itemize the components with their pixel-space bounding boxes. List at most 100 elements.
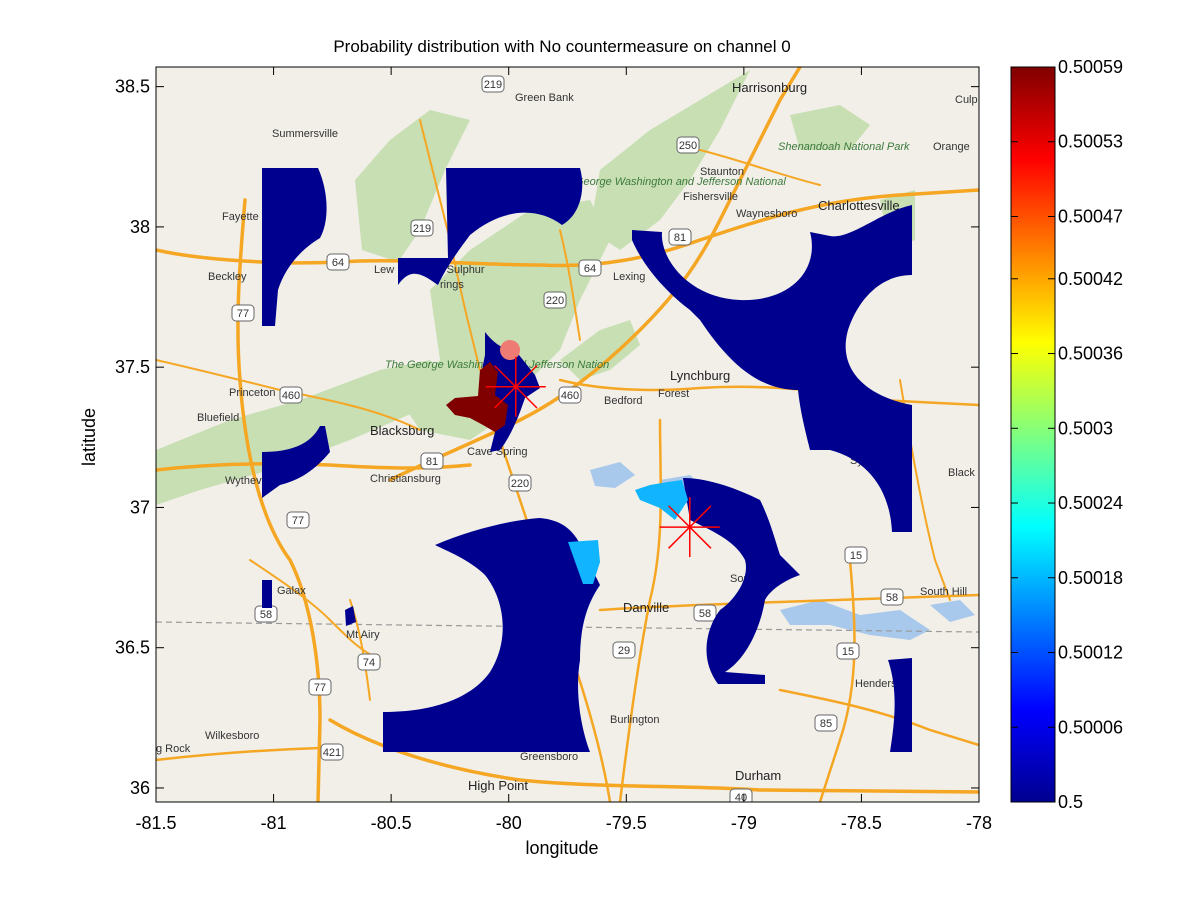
route-shield-label: 64: [332, 257, 344, 269]
chart-title: Probability distribution with No counter…: [333, 37, 790, 56]
map-city-label: Forest: [658, 388, 689, 400]
map-city-label: Wilkesboro: [205, 730, 259, 742]
region-south-central-block: [383, 518, 600, 752]
map-city-label: Harrisonburg: [732, 80, 807, 95]
asterisk-marker-stroke: [494, 365, 538, 409]
colorbar-ticks: 0.5 0.50006 0.50012 0.50018 0.50024 0.5003 0.5…: [1011, 57, 1123, 812]
route-shield-label: 81: [674, 232, 686, 244]
route-shield: 85: [814, 714, 838, 732]
map-city-label: Beckley: [208, 271, 247, 283]
colorbar-tick-label: 0.5: [1058, 792, 1083, 812]
route-shield: 58: [693, 604, 717, 622]
colorbar-tick-label: 0.50018: [1058, 568, 1123, 588]
asterisk-marker: [485, 356, 546, 417]
colorbar-tick-label: 0.50024: [1058, 493, 1123, 513]
colorbar-tick-label: 0.50042: [1058, 269, 1123, 289]
route-shield-bg: [693, 604, 717, 622]
colorbar: 0.5 0.50006 0.50012 0.50018 0.50024 0.5003 0.5…: [1010, 57, 1123, 812]
route-shield-bg: [668, 228, 692, 246]
x-tick-label: -80.5: [371, 813, 412, 833]
map-city-label: Summersville: [272, 128, 338, 140]
map-park-label: Shenandoah National Park: [778, 141, 910, 153]
colorbar-tick-label: 0.50047: [1058, 206, 1123, 226]
route-shield: 460: [558, 386, 582, 404]
route-shield-label: 77: [314, 682, 326, 694]
route-shield-label: 220: [546, 295, 564, 307]
route-shield: 220: [508, 474, 532, 492]
map-city-label: South Hill: [920, 586, 967, 598]
map-city-label: Fishersville: [683, 191, 738, 203]
map-city-label: rings: [440, 279, 464, 291]
colorbar-tick-label: 0.50006: [1058, 717, 1123, 737]
route-shield: 74: [357, 653, 381, 671]
route-shield-label: 460: [282, 390, 300, 402]
x-tick-label: -79: [731, 813, 757, 833]
route-shield: 64: [578, 259, 602, 277]
route-shield-label: 74: [363, 657, 375, 669]
route-shield: 81: [420, 452, 444, 470]
route-shield: 220: [543, 291, 567, 309]
probability-regions: [262, 168, 912, 752]
route-shield-label: 85: [820, 718, 832, 730]
route-shield-bg: [420, 452, 444, 470]
map-city-label: Galax: [277, 585, 306, 597]
map-city-label: Blacksburg: [370, 423, 434, 438]
y-tick-label: 36: [130, 778, 150, 798]
map-city-label: Culp: [955, 94, 978, 106]
route-shield-bg: [543, 291, 567, 309]
map-city-label: g Rock: [156, 743, 191, 755]
map-city-label: Fayette: [222, 211, 259, 223]
map-city-label: Green Bank: [515, 92, 574, 104]
plot-frame: [155, 66, 980, 803]
route-shield: 29: [612, 641, 636, 659]
route-shield: 15: [836, 642, 860, 660]
map-city-label: Staunton: [700, 166, 744, 178]
route-shield-bg: [836, 642, 860, 660]
map-city-label: Mt Airy: [346, 629, 380, 641]
route-shield-bg: [612, 641, 636, 659]
map-city-label: Greensboro: [520, 751, 578, 763]
region-north-central-block: [398, 168, 583, 285]
region-medium-probability: [635, 480, 688, 520]
route-shield: 77: [308, 678, 332, 696]
route-shield-bg: [320, 743, 344, 761]
route-shield-bg: [729, 788, 753, 802]
map-city-label: Black: [948, 467, 975, 479]
route-shield: 460: [279, 386, 303, 404]
route-shield: 81: [668, 228, 692, 246]
route-shield-label: 220: [511, 478, 529, 490]
forest-areas: [156, 70, 915, 505]
y-tick-label: 38.5: [115, 77, 150, 97]
route-shield-label: 77: [237, 308, 249, 320]
region-galax-block: [262, 580, 272, 608]
x-axis-label: longitude: [525, 838, 598, 858]
route-shield: 64: [326, 253, 350, 271]
route-shield-label: 40: [735, 792, 747, 804]
x-tick-label: -78.5: [841, 813, 882, 833]
route-shield-label: 15: [842, 646, 854, 658]
map-city-label: Waynesboro: [736, 208, 797, 220]
y-tick-label: 37.5: [115, 357, 150, 377]
colorbar-tick-label: 0.50053: [1058, 132, 1123, 152]
map-city-label: Cave Spring: [467, 446, 528, 458]
route-shield-bg: [410, 219, 434, 237]
route-shield: 219: [410, 219, 434, 237]
colorbar-gradient: [1010, 66, 1056, 803]
region-high-probability: [446, 362, 508, 432]
route-shield-bg: [844, 546, 868, 564]
colorbar-tick-label: 0.50059: [1058, 57, 1123, 77]
route-shield: 58: [254, 605, 278, 623]
map-city-label: Burlington: [610, 714, 660, 726]
map-city-label: Bluefield: [197, 412, 239, 424]
x-tick-label: -80: [496, 813, 522, 833]
map-city-label: Lew: [374, 264, 394, 276]
route-shield-label: 58: [886, 592, 898, 604]
plot-area: Harrisonburg Green Bank Summersville Sta…: [156, 67, 979, 804]
route-shield-bg: [286, 511, 310, 529]
route-shield-bg: [279, 386, 303, 404]
route-shield-bg: [814, 714, 838, 732]
map-city-label: Christiansburg: [370, 473, 441, 485]
route-shield-label: 58: [260, 609, 272, 621]
map-city-label: Danville: [623, 600, 669, 615]
route-shield-label: 77: [292, 515, 304, 527]
